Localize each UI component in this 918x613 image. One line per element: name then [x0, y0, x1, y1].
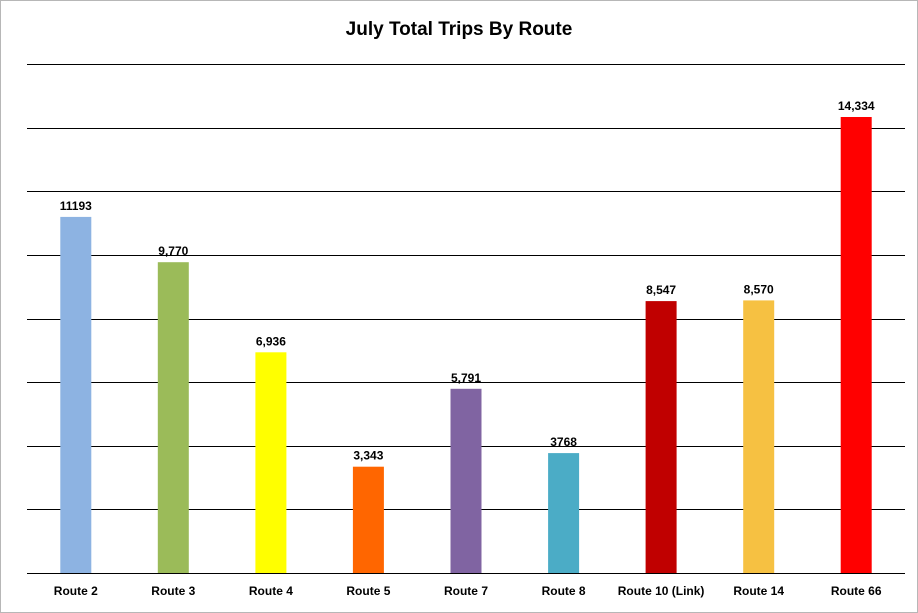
bar-route-66 — [840, 117, 872, 573]
x-tick-label: Route 3 — [151, 584, 195, 598]
data-label: 5,791 — [451, 371, 481, 385]
chart-title: July Total Trips By Route — [345, 19, 573, 40]
x-tick-label: Route 10 (Link) — [618, 584, 705, 598]
bar-route-4 — [255, 352, 287, 573]
bar-route-3 — [157, 262, 189, 573]
bar-route-7 — [450, 388, 482, 573]
x-tick-label: Route 14 — [733, 584, 784, 598]
x-tick-label: Route 2 — [54, 584, 98, 598]
bar-route-14 — [743, 300, 775, 573]
data-label: 8,570 — [744, 282, 774, 296]
x-tick-label: Route 8 — [542, 584, 586, 598]
data-label: 14,334 — [838, 99, 875, 113]
data-label: 9,770 — [158, 244, 188, 258]
x-tick-label: Route 7 — [444, 584, 488, 598]
bar-route-10-link — [645, 301, 677, 573]
bar-route-2 — [60, 216, 92, 573]
bar-route-8 — [548, 453, 580, 573]
x-tick-label: Route 4 — [249, 584, 293, 598]
bar-route-5 — [352, 466, 384, 573]
x-tick-label: Route 66 — [831, 584, 882, 598]
data-label: 3,343 — [353, 449, 383, 463]
x-tick-label: Route 5 — [346, 584, 390, 598]
data-label: 11193 — [60, 199, 92, 213]
data-label: 8,547 — [646, 283, 676, 297]
data-label: 3768 — [550, 435, 577, 449]
data-label: 6,936 — [256, 334, 286, 348]
